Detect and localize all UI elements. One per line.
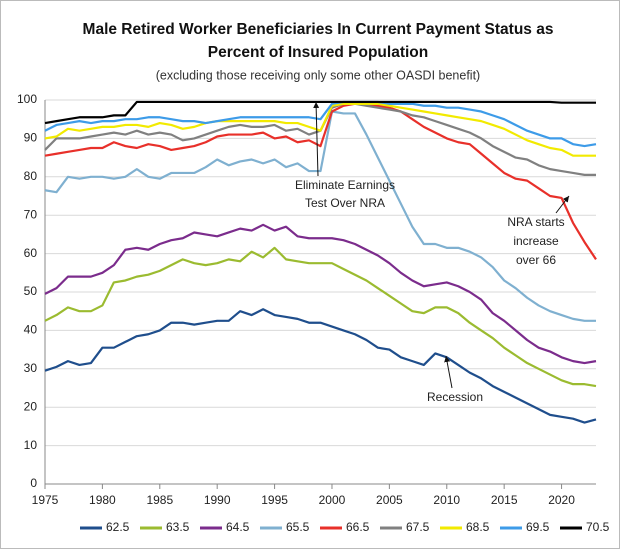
series-line [44,223,597,365]
y-tick-label: 80 [24,169,38,183]
chart-title: Percent of Insured Population [208,44,428,61]
y-tick-label: 100 [17,92,37,106]
series-line [44,308,597,424]
y-tick-label: 50 [24,284,38,298]
x-tick-label: 2010 [433,493,460,507]
legend-label: 69.5 [526,520,550,534]
y-tick-label: 30 [24,361,38,375]
annotation: increase [513,234,559,248]
chart-subtitle: (excluding those receiving only some oth… [156,68,480,82]
x-tick-label: 2005 [376,493,403,507]
series-line [44,102,596,157]
chart-title: Male Retired Worker Beneficiaries In Cur… [83,21,554,38]
y-tick-label: 90 [24,131,38,145]
series-line [44,246,597,388]
legend-label: 64.5 [226,520,250,534]
x-tick-label: 1985 [146,493,173,507]
legend-label: 63.5 [166,520,190,534]
legend-label: 67.5 [406,520,430,534]
series-line [44,102,597,260]
x-tick-label: 1990 [204,493,231,507]
annotation: over 66 [516,253,556,267]
legend-label: 66.5 [346,520,370,534]
y-tick-label: 10 [24,438,38,452]
y-tick-label: 0 [30,476,37,490]
x-tick-label: 1975 [32,493,59,507]
x-tick-label: 1995 [261,493,288,507]
x-tick-label: 2000 [319,493,346,507]
legend-label: 62.5 [106,520,130,534]
series-line [44,100,596,125]
legend-label: 70.5 [586,520,610,534]
annotation-arrow [444,355,453,389]
series-line [44,110,596,322]
x-tick-label: 2015 [491,493,518,507]
y-tick-label: 40 [24,323,38,337]
annotation: NRA starts [507,215,564,229]
series-line [44,100,597,148]
annotation-arrow [313,101,320,177]
y-tick-label: 60 [24,246,38,260]
x-tick-label: 1980 [89,493,116,507]
annotation-arrow [555,195,570,214]
annotation: Recession [427,390,483,404]
annotation: Test Over NRA [305,196,385,210]
annotation: Eliminate Earnings [295,178,395,192]
legend-label: 65.5 [286,520,310,534]
legend-label: 68.5 [466,520,490,534]
y-tick-label: 70 [24,207,38,221]
x-tick-label: 2020 [548,493,575,507]
y-tick-label: 20 [24,399,38,413]
